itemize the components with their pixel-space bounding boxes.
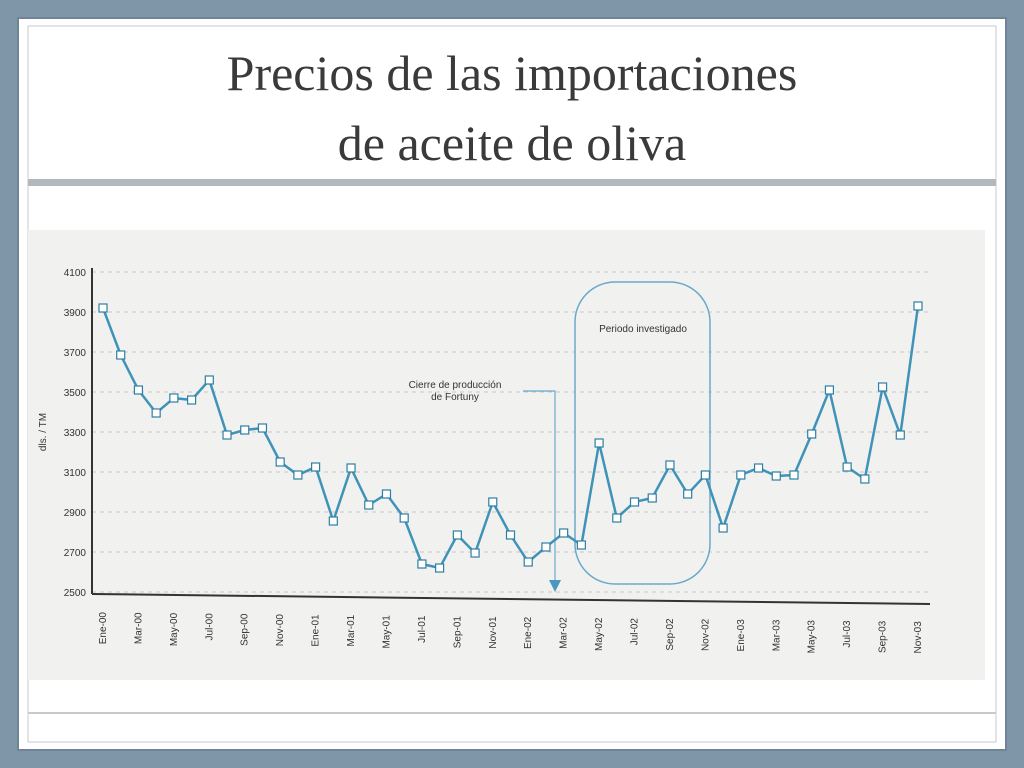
data-point: [860, 474, 870, 484]
data-point: [222, 430, 232, 440]
x-tick-label: Sep-01: [452, 616, 463, 649]
data-point: [505, 530, 516, 540]
data-point: [718, 523, 728, 533]
data-point: [594, 438, 604, 448]
data-point: [293, 470, 303, 480]
x-tick-label: Mar-02: [559, 617, 570, 649]
data-point: [683, 489, 693, 499]
data-point: [257, 423, 268, 433]
x-tick-label: Ene-00: [98, 612, 109, 645]
data-point: [435, 563, 445, 573]
data-point: [328, 516, 338, 526]
data-point: [311, 462, 321, 472]
data-point: [275, 457, 285, 467]
slide-title: Precios de las importaciones: [227, 45, 798, 101]
data-point: [629, 497, 640, 507]
y-axis-label: dls. / TM: [38, 413, 49, 451]
data-point: [576, 540, 586, 550]
data-point: [488, 497, 498, 507]
x-tick-label: Nov-00: [275, 614, 286, 647]
x-tick-label: Ene-01: [311, 614, 322, 647]
x-tick-label: Jul-02: [630, 618, 641, 646]
x-tick-label: Ene-02: [523, 616, 534, 649]
x-tick-label: May-01: [381, 615, 392, 649]
data-point: [647, 493, 657, 503]
footer-line: [28, 712, 996, 714]
x-tick-label: Jul-03: [842, 620, 853, 648]
x-tick-label: Mar-01: [346, 614, 357, 646]
x-tick-label: Mar-03: [771, 619, 782, 651]
x-tick-label: Jul-00: [204, 613, 215, 641]
title-separator: [28, 179, 996, 186]
x-tick-label: Sep-02: [665, 618, 676, 651]
data-point: [913, 301, 923, 311]
data-point: [98, 303, 108, 313]
y-tick-label: 4100: [64, 268, 87, 279]
data-point: [417, 559, 427, 569]
data-point: [824, 385, 835, 395]
annotation-arrow: [523, 390, 556, 585]
data-point: [470, 548, 480, 558]
data-point: [753, 463, 764, 473]
arrow-head: [549, 580, 561, 592]
y-tick-label: 2900: [64, 508, 87, 519]
data-point: [541, 542, 551, 552]
plot: 2500 2700 2900 3100 3300 3500 3700 3900 4100 dls.…: [38, 268, 931, 654]
annotation: Cierre de producción: [409, 380, 502, 391]
data-point: [364, 500, 374, 510]
data-point: [559, 528, 569, 538]
x-axis: [91, 593, 931, 605]
data-point: [877, 382, 888, 392]
data-point: [169, 393, 179, 403]
x-tick-label: Ene-03: [736, 619, 747, 652]
data-point: [381, 489, 392, 499]
x-tick-label: May-02: [594, 617, 605, 651]
data-point: [204, 375, 214, 385]
y-tick-label: 3900: [64, 308, 87, 319]
data-point: [895, 430, 905, 440]
annotation: Periodo investigado: [599, 324, 687, 335]
data-point: [116, 350, 126, 360]
y-tick-label: 3100: [64, 468, 87, 479]
data-point: [346, 463, 356, 473]
data-point: [842, 462, 852, 472]
y-tick-label: 3500: [64, 388, 87, 399]
period-box: [574, 281, 711, 585]
y-tick-label: 3300: [64, 428, 87, 439]
y-tick-label: 2700: [64, 548, 87, 559]
data-point: [736, 470, 746, 480]
data-point: [151, 408, 161, 418]
chart-area: [28, 230, 985, 680]
x-tick-label: May-03: [807, 620, 818, 654]
x-tick-label: Jul-01: [417, 615, 428, 643]
data-point: [807, 429, 817, 439]
data-point: [700, 470, 710, 480]
y-tick-label: 3700: [64, 348, 87, 359]
data-point: [186, 395, 197, 405]
data-point: [789, 470, 799, 480]
data-point: [523, 557, 533, 567]
data-point: [240, 425, 250, 435]
data-point: [612, 513, 622, 523]
slide-title: de aceite de oliva: [338, 115, 686, 171]
data-point: [133, 385, 144, 395]
x-tick-label: Sep-00: [240, 613, 251, 646]
x-tick-label: Sep-03: [878, 620, 889, 653]
y-tick-label: 2500: [64, 588, 87, 599]
annotation: de Fortuny: [431, 392, 479, 403]
data-point: [665, 460, 675, 470]
x-tick-label: May-00: [169, 612, 180, 646]
x-tick-label: Nov-02: [700, 618, 711, 651]
x-tick-label: Mar-00: [133, 612, 144, 644]
x-tick-label: Nov-03: [913, 621, 924, 654]
x-tick-label: Nov-01: [488, 616, 499, 649]
data-point: [399, 513, 409, 523]
data-point: [452, 530, 462, 540]
data-point: [771, 471, 781, 481]
